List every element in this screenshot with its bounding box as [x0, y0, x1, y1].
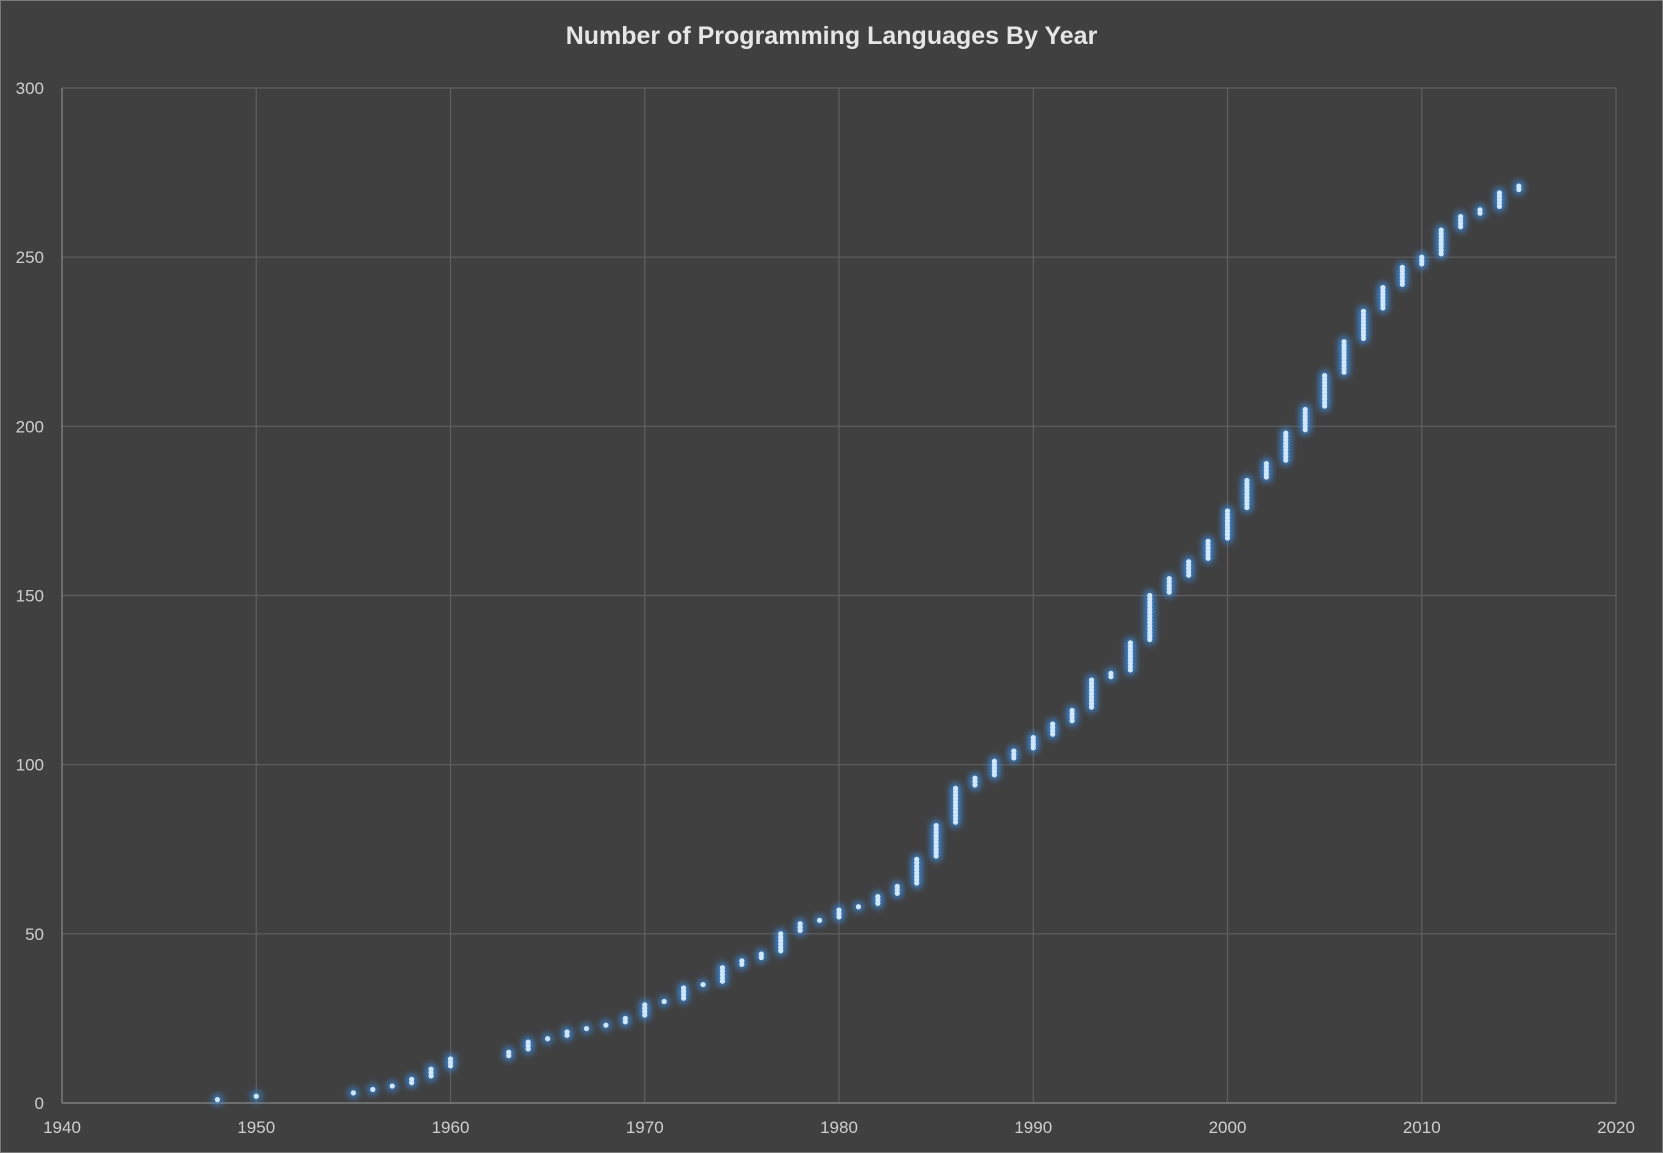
x-tick-label: 1960 [432, 1118, 470, 1137]
x-tick-label: 1940 [43, 1118, 81, 1137]
markers [214, 183, 1522, 1103]
data-point [797, 921, 803, 927]
data-point [409, 1076, 415, 1082]
data-point [1224, 508, 1231, 514]
data-point [1419, 254, 1425, 260]
data-point [1011, 748, 1017, 754]
data-point [1477, 207, 1483, 213]
data-point [1108, 670, 1114, 676]
data-point [1283, 430, 1289, 436]
data-point [836, 907, 842, 913]
x-tick-label: 2020 [1597, 1118, 1635, 1137]
y-tick-label: 200 [16, 417, 44, 436]
x-tick-label: 2000 [1209, 1118, 1247, 1137]
data-point [1399, 264, 1405, 270]
data-point [564, 1029, 570, 1035]
x-tick-label: 1980 [820, 1118, 858, 1137]
data-point [622, 1015, 628, 1022]
data-point [681, 985, 687, 991]
data-point [719, 965, 726, 971]
data-points [211, 180, 1525, 1106]
data-point [1302, 406, 1308, 413]
data-point [1263, 460, 1269, 467]
data-point [253, 1093, 259, 1099]
data-point [758, 951, 764, 957]
x-tick-label: 1990 [1014, 1118, 1052, 1137]
data-point [855, 904, 862, 910]
data-point [1244, 477, 1250, 484]
y-tick-label: 0 [35, 1094, 44, 1113]
axes [61, 88, 1616, 1104]
data-point [1127, 640, 1133, 646]
data-point [1050, 721, 1056, 727]
data-point [1186, 559, 1192, 565]
data-point [739, 958, 745, 964]
data-point [428, 1066, 434, 1072]
grid [62, 87, 1617, 1103]
tick-labels: 0 50 100 150 200 250 300 1940 1950 1960 1970 1980 19… [16, 79, 1635, 1137]
data-point [816, 917, 823, 923]
y-tick-label: 100 [16, 756, 44, 775]
data-point [933, 822, 939, 829]
data-point [778, 931, 784, 937]
data-point [603, 1022, 609, 1028]
data-point [894, 883, 900, 890]
y-tick-label: 50 [25, 925, 44, 944]
data-point [1088, 677, 1095, 683]
data-point [214, 1097, 220, 1103]
data-point [1341, 339, 1347, 345]
data-point [1360, 308, 1367, 314]
data-point [1438, 227, 1444, 233]
x-tick-label: 2010 [1403, 1118, 1441, 1137]
data-point [875, 894, 881, 900]
y-tick-label: 300 [16, 79, 44, 98]
data-point [389, 1083, 395, 1089]
data-point [1205, 538, 1211, 544]
data-point [642, 1002, 648, 1008]
data-point [700, 981, 706, 988]
data-point [1516, 183, 1522, 189]
data-point [914, 856, 920, 863]
data-point [525, 1039, 531, 1045]
data-point [1030, 735, 1036, 741]
data-point [1166, 575, 1172, 582]
data-point [991, 758, 998, 764]
data-point [447, 1056, 454, 1062]
y-tick-label: 150 [16, 587, 44, 606]
data-point [1069, 707, 1075, 714]
data-point [350, 1090, 356, 1096]
data-point [545, 1036, 551, 1042]
data-point [370, 1086, 376, 1093]
chart-title: Number of Programming Languages By Year [565, 22, 1098, 50]
data-point [1458, 213, 1464, 220]
y-tick-label: 250 [16, 248, 44, 267]
marker-glow [211, 180, 1525, 1106]
data-point [972, 775, 978, 781]
data-point [506, 1049, 512, 1055]
data-point [1322, 372, 1328, 379]
data-point [1147, 592, 1153, 599]
data-point [1380, 285, 1386, 291]
data-point [583, 1025, 590, 1032]
data-point [661, 998, 667, 1005]
x-tick-label: 1950 [237, 1118, 275, 1137]
x-tick-label: 1970 [626, 1118, 664, 1137]
data-point [952, 785, 959, 791]
data-point [1496, 190, 1503, 196]
